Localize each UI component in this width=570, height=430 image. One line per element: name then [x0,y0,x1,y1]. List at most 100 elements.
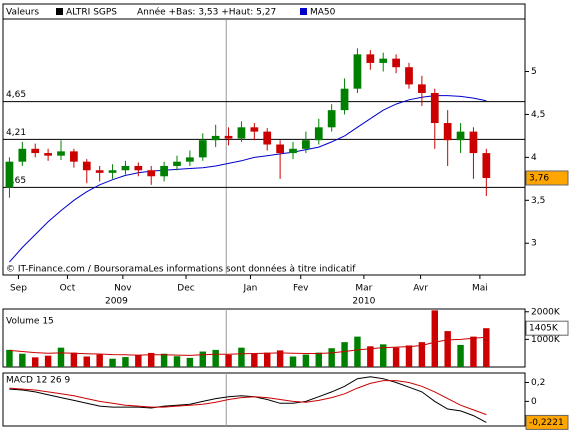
candle-body [379,58,388,63]
x-tick-label: Mai [472,284,488,294]
y-tick-label: 5 [531,67,537,77]
volume-ma-line [9,336,487,356]
candle-body [443,123,452,141]
candle-body [160,165,168,177]
candle-body [173,161,181,166]
candle-body [289,148,297,154]
candle-body [250,127,259,132]
candle-body [147,170,156,177]
volume-bar [160,353,168,367]
candle-body [366,54,375,63]
candle-body [95,170,104,173]
candle-body [302,140,310,149]
volume-bar [264,352,271,367]
volume-bar [418,342,426,367]
year-label: 2010 [352,297,375,307]
volume-bar [135,355,142,367]
ma-line [9,95,487,263]
candle-body [392,58,400,68]
candle-body [327,110,336,128]
candle-body [340,88,349,111]
volume-bar [186,357,194,367]
volume-bar [276,350,284,367]
y-tick-label: 1000K [531,335,561,345]
volume-bar [380,344,387,367]
volume-bar [392,347,400,367]
candle-body [314,127,323,141]
y-tick-label: 4 [531,153,537,163]
x-tick-label: Jan [243,284,258,294]
y-tick-label: 3,5 [531,196,545,206]
volume-bar [122,357,129,367]
volume-bar [70,352,78,367]
volume-bar [328,348,335,367]
candle-body [211,135,220,141]
candle-body [18,148,27,162]
y-tick-label: 3 [531,239,537,249]
volume-bar [44,355,52,367]
candle-body [430,92,439,124]
volume-bar [483,328,490,367]
volume-bar [367,346,374,367]
y-tick-label: 0 [531,397,537,407]
volume-bar [251,353,258,367]
candle-body [456,131,465,141]
volume-bar [83,356,90,367]
x-tick-label: Nov [114,284,132,294]
candle-body [482,153,491,178]
volume-bar [96,354,103,367]
volume-bar [212,349,219,367]
candle-body [237,127,246,139]
level-label: 4,21 [6,128,26,138]
volume-bar [6,349,13,367]
candle-body [5,161,14,188]
volume-bar [19,353,26,367]
candle-body [186,157,194,162]
volume-bar [470,336,477,367]
volume-bar [315,352,322,367]
legend-name: ALTRI SGPS [66,8,117,18]
candle-body [224,135,233,139]
volume-bar [444,331,451,367]
volume-bar [148,352,155,367]
x-tick-label: Fev [293,284,309,294]
candle-body [108,170,117,173]
volume-bar [354,336,361,367]
macd-line [9,376,487,423]
macd-panel [2,372,526,427]
candle-body [57,151,65,156]
legend-label: Valeurs [6,8,39,18]
x-tick-label: Dec [177,284,194,294]
last-value-box [525,414,569,430]
volume-bar [199,351,206,367]
volume-bar [32,357,39,367]
last-value-box [525,320,569,336]
x-tick-label: Avr [413,284,428,294]
candle-body [121,165,130,171]
last-value-label: 3,76 [529,173,549,183]
candle-body [276,144,284,154]
candle-body [134,165,143,171]
macd-title: MACD 12 26 9 [6,376,70,386]
y-tick-label: 0,2 [531,378,545,388]
volume-bar [57,347,65,367]
macd-line [9,380,487,416]
volume-bar [302,354,310,367]
x-tick-label: Oct [60,284,76,294]
legend-swatch [56,8,63,15]
candle-body [82,161,91,171]
candle-body [418,84,426,93]
source: © IT-Finance.com / BoursoramaLes informa… [6,264,356,275]
volume-bar [341,342,348,367]
candle-body [44,153,52,156]
volume-bar [405,345,413,367]
candle-body [198,140,207,158]
candle-body [70,151,78,162]
candle-body [31,148,40,154]
last-value-label: -0,2221 [529,418,564,428]
y-tick-label: 2000K [531,307,561,317]
subtitle: Année +Bas: 3,53 +Haut: 5,27 [137,7,276,18]
candle-body [263,131,272,145]
year-label: 2009 [105,297,128,307]
